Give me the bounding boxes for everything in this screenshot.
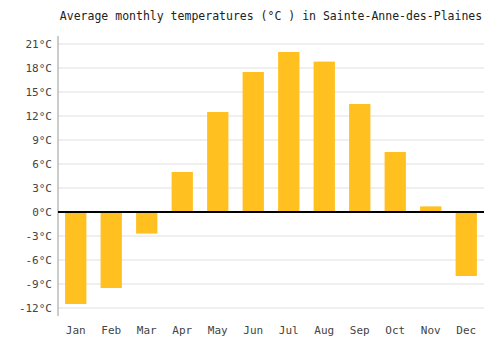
title: Average monthly temperatures (°C ) in Sa…: [60, 9, 482, 23]
bar: [456, 212, 477, 276]
x-tick-label: Oct: [385, 324, 405, 337]
x-tick-label: May: [208, 324, 228, 337]
x-tick-label: Dec: [456, 324, 476, 337]
y-tick-label: -3°C: [26, 230, 53, 243]
x-tick-label: Mar: [137, 324, 157, 337]
grid-line: [58, 308, 484, 309]
y-tick-label: -6°C: [26, 254, 53, 267]
bars: [65, 52, 477, 304]
y-tick-label: 21°C: [26, 38, 53, 51]
grid-line: [58, 188, 484, 189]
x-tick-label: Aug: [314, 324, 334, 337]
grid-line: [58, 44, 484, 45]
grid-line: [58, 68, 484, 69]
grid-line: [58, 260, 484, 261]
grid-line: [58, 116, 484, 117]
grid-line: [58, 92, 484, 93]
chart: Average monthly temperatures (°C ) in Sa…: [0, 0, 500, 350]
y-tick-label: 6°C: [32, 158, 52, 171]
grid-line: [58, 140, 484, 141]
x-tick-label: Feb: [101, 324, 121, 337]
grid-line: [58, 212, 484, 213]
y-tick-label: 18°C: [26, 62, 53, 75]
bar: [385, 152, 406, 212]
bar: [172, 172, 193, 212]
y-tick-label: 3°C: [32, 182, 52, 195]
bar: [207, 112, 228, 212]
x-tick-label: Sep: [350, 324, 370, 337]
x-tick-label: Nov: [421, 324, 441, 337]
x-tick-label: Jun: [243, 324, 263, 337]
x-tick-label: Jul: [279, 324, 299, 337]
zero-line: [58, 211, 484, 213]
y-tick-label: 15°C: [26, 86, 53, 99]
y-axis: [58, 36, 59, 316]
bar: [314, 62, 335, 212]
bar: [136, 212, 157, 234]
y-tick-label: -9°C: [26, 278, 53, 291]
grid-line: [58, 284, 484, 285]
bar: [278, 52, 299, 212]
y-tick-label: 9°C: [32, 134, 52, 147]
y-tick-label: 0°C: [32, 206, 52, 219]
y-tick-label: 12°C: [26, 110, 53, 123]
grid-line: [58, 164, 484, 165]
bar: [243, 72, 264, 212]
grid-line: [58, 236, 484, 237]
y-tick-label: -12°C: [19, 302, 52, 315]
grid: [58, 44, 484, 308]
bar: [101, 212, 122, 288]
bar: [349, 104, 370, 212]
bar: [65, 212, 86, 304]
x-tick-label: Jan: [66, 324, 86, 337]
x-tick-label: Apr: [172, 324, 192, 337]
